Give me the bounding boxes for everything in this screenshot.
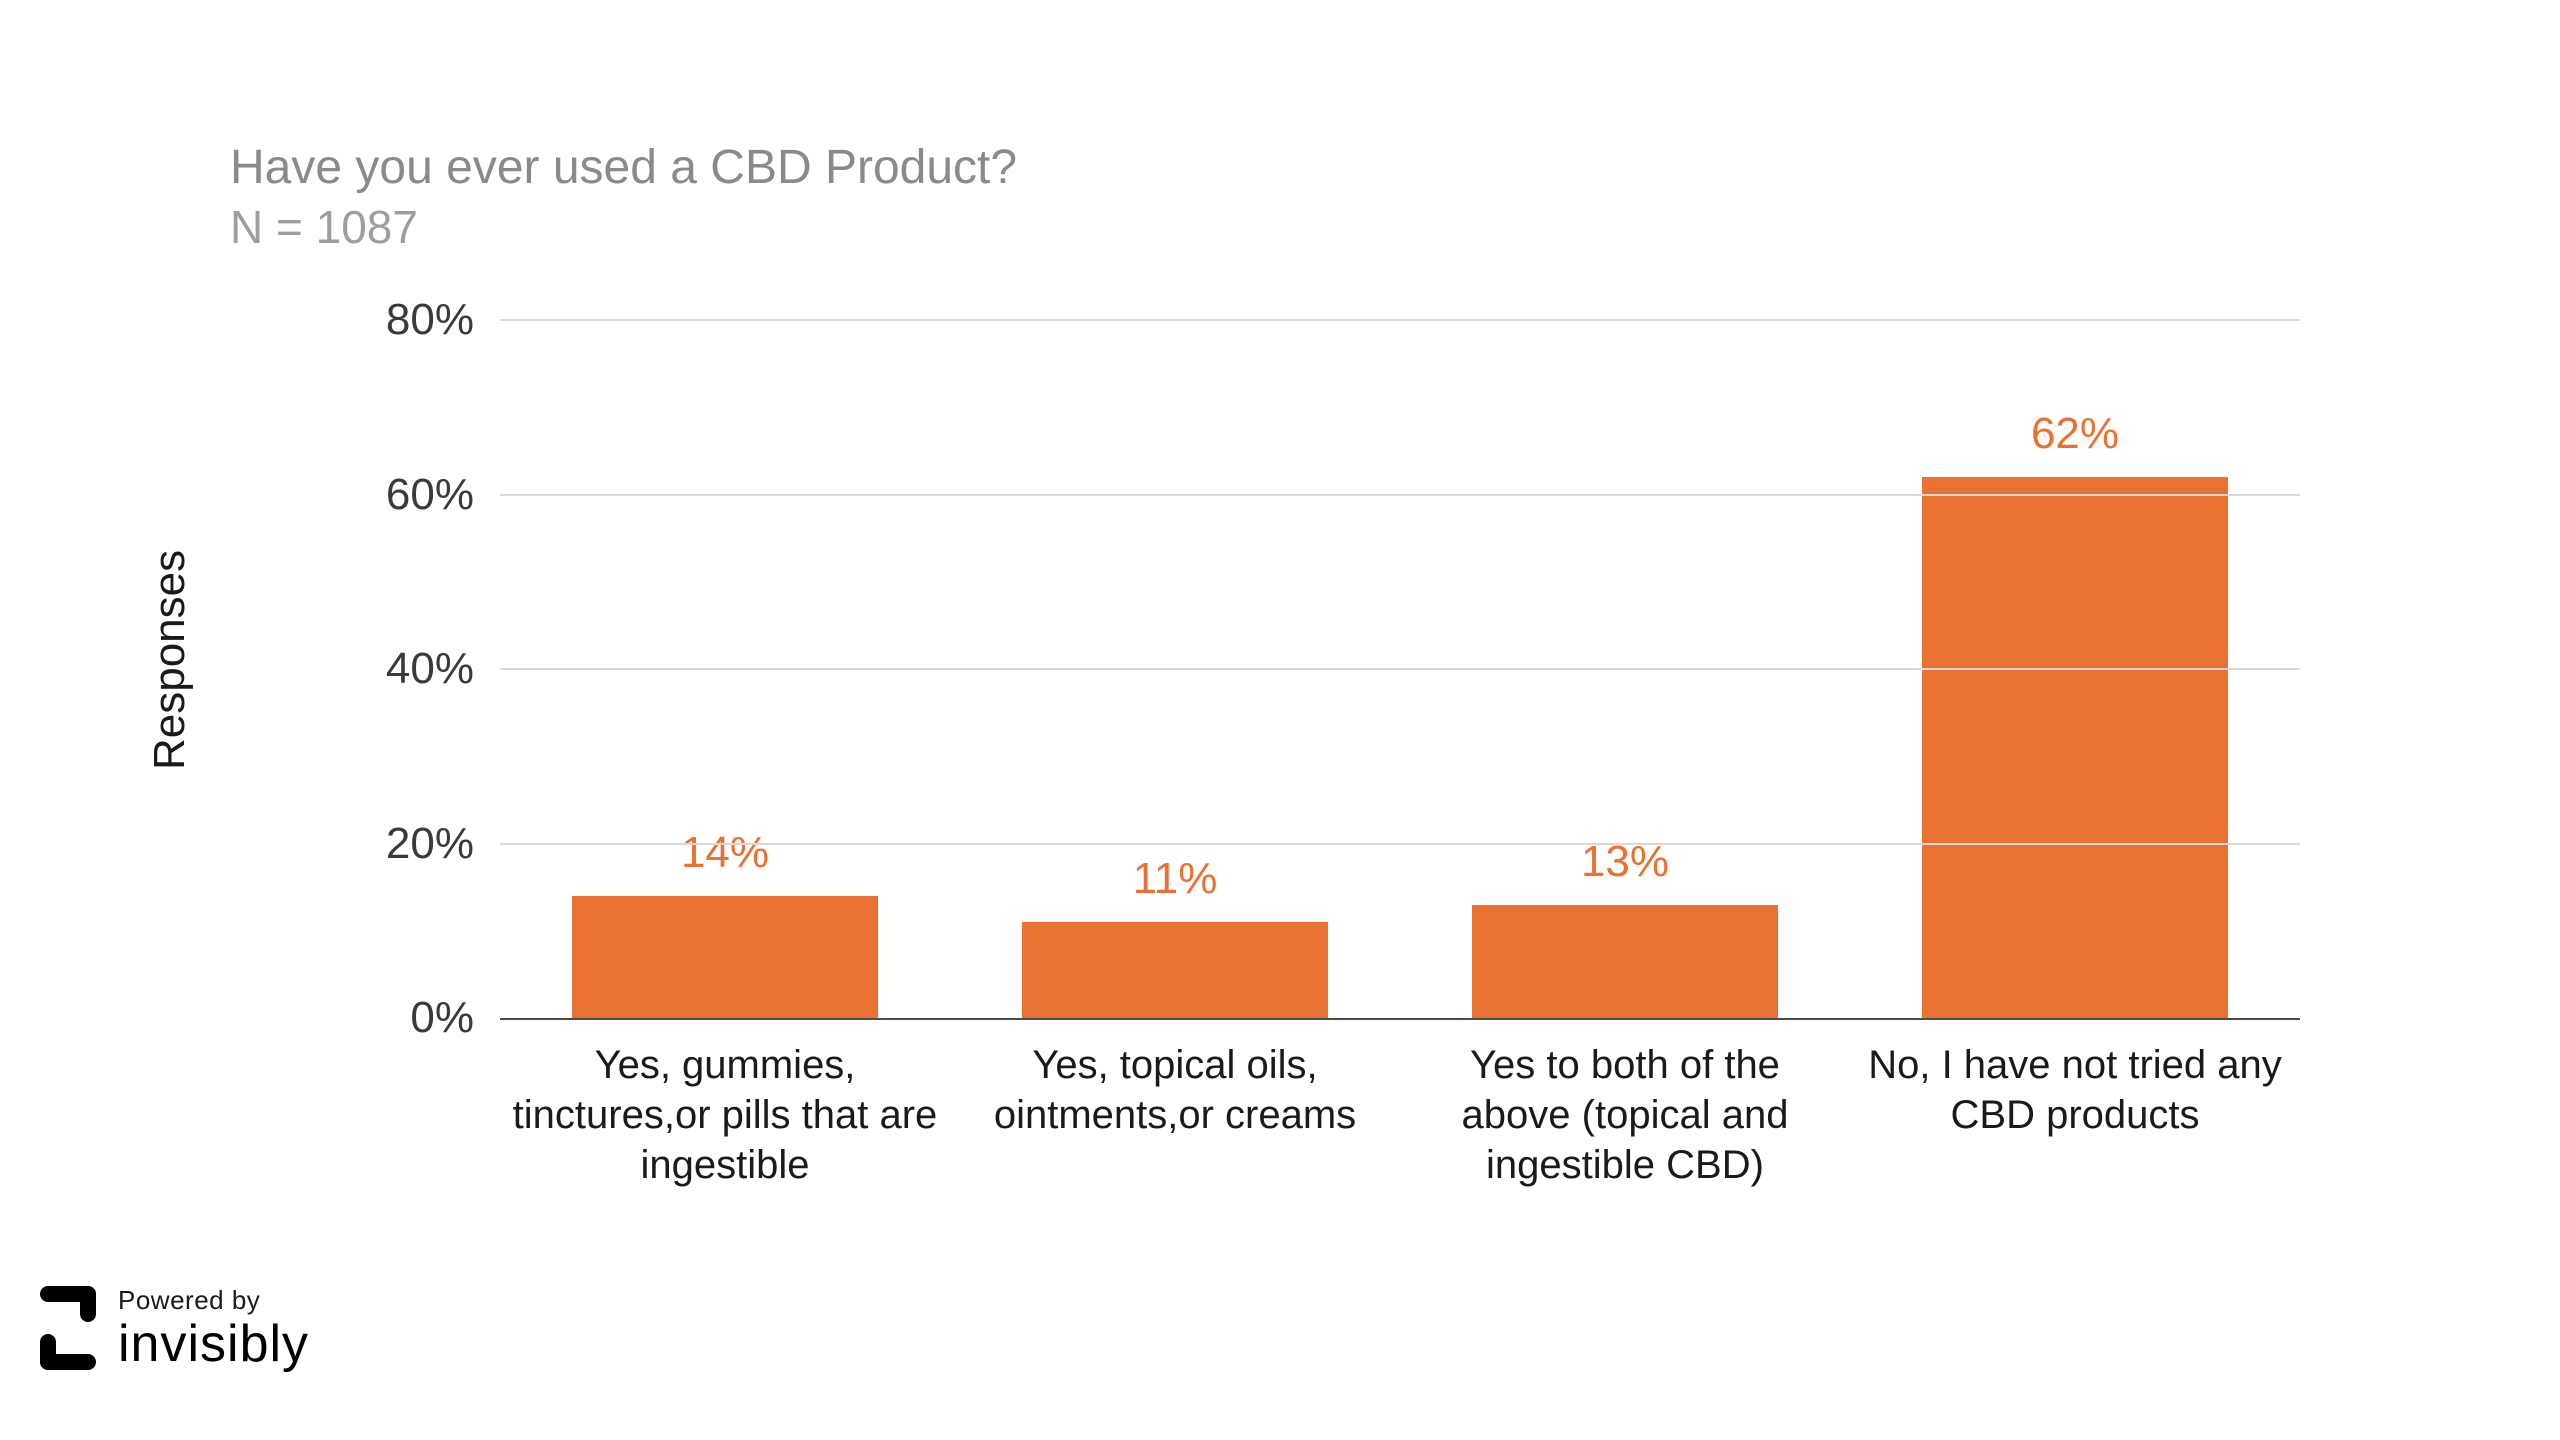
- bar: [1022, 922, 1328, 1018]
- chart-container: Responses 14%11%13%62% 0%20%40%60%80% Ye…: [180, 300, 2320, 1240]
- gridline: [500, 494, 2300, 496]
- footer-attribution: Powered by invisibly: [40, 1285, 309, 1370]
- footer-text: Powered by invisibly: [118, 1285, 309, 1370]
- x-tick-label: Yes, topical oils, ointments,or creams: [950, 1040, 1400, 1190]
- invisibly-logo-icon: [40, 1286, 96, 1370]
- bar: [1472, 905, 1778, 1018]
- y-tick-label: 60%: [386, 470, 474, 520]
- gridline: [500, 843, 2300, 845]
- page: Have you ever used a CBD Product? N = 10…: [0, 0, 2560, 1440]
- gridline: [500, 668, 2300, 670]
- y-axis-label: Responses: [145, 550, 195, 770]
- x-axis-labels-group: Yes, gummies, tinctures,or pills that ar…: [500, 1040, 2300, 1190]
- x-tick-label: Yes, gummies, tinctures,or pills that ar…: [500, 1040, 950, 1190]
- x-tick-label: No, I have not tried any CBD products: [1850, 1040, 2300, 1190]
- y-tick-label: 40%: [386, 644, 474, 694]
- plot-area: 14%11%13%62% 0%20%40%60%80%: [500, 320, 2300, 1020]
- y-tick-label: 80%: [386, 295, 474, 345]
- y-tick-label: 0%: [410, 993, 474, 1043]
- bar-value-label: 62%: [2031, 409, 2119, 459]
- chart-subtitle: N = 1087: [230, 200, 418, 254]
- bar-value-label: 11%: [1133, 854, 1218, 904]
- x-tick-label: Yes to both of the above (topical and in…: [1400, 1040, 1850, 1190]
- bar-value-label: 14%: [681, 828, 769, 878]
- y-tick-label: 20%: [386, 819, 474, 869]
- bar: [572, 896, 878, 1018]
- chart-title: Have you ever used a CBD Product?: [230, 140, 1017, 195]
- bar: [1922, 477, 2228, 1018]
- powered-by-label: Powered by: [118, 1285, 309, 1316]
- gridline: [500, 319, 2300, 321]
- brand-name: invisibly: [118, 1318, 309, 1370]
